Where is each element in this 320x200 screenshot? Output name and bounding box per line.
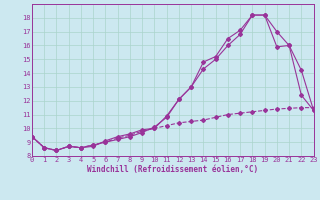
X-axis label: Windchill (Refroidissement éolien,°C): Windchill (Refroidissement éolien,°C) <box>87 165 258 174</box>
